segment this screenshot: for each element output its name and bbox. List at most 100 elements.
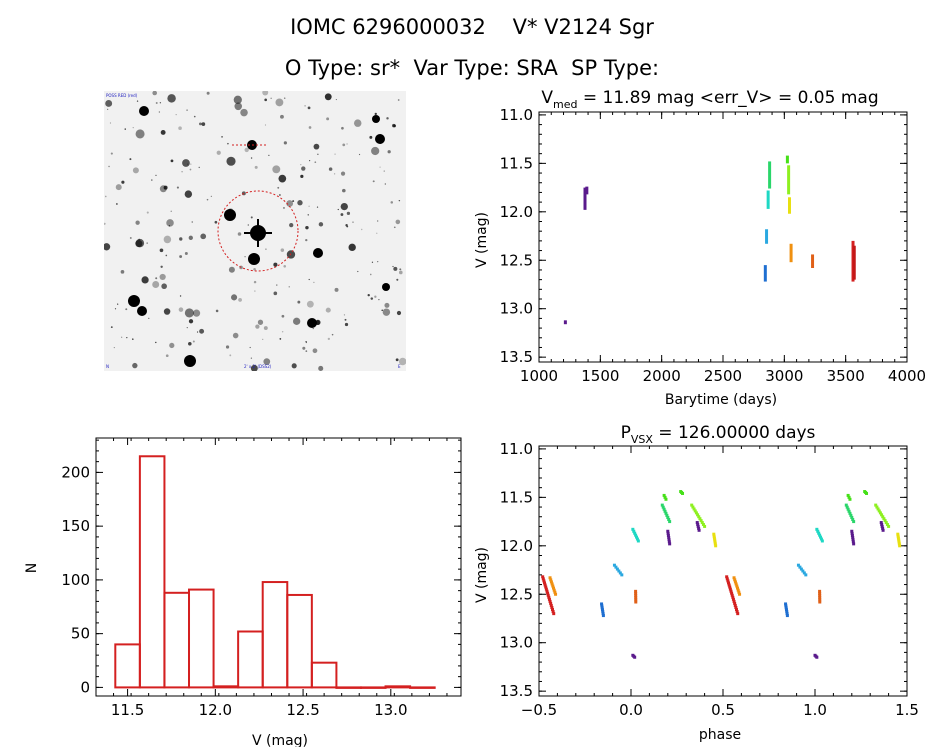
star — [200, 233, 207, 240]
phased-point — [818, 533, 822, 537]
phased-point — [554, 592, 558, 596]
histogram-bar — [188, 588, 215, 689]
lightcurve-xtick-label: 1000 — [520, 367, 558, 385]
star — [250, 216, 253, 219]
phased-point — [600, 602, 604, 606]
phased-point — [730, 593, 734, 597]
phased-point — [730, 591, 734, 595]
star — [105, 100, 113, 107]
phased-point — [631, 527, 635, 531]
phased-point — [681, 491, 685, 495]
phased-point — [729, 589, 733, 593]
star — [272, 165, 281, 174]
phased-point — [732, 599, 736, 603]
star — [305, 350, 308, 352]
star — [370, 297, 374, 300]
star — [108, 165, 110, 168]
phased-point — [728, 587, 732, 591]
phased-point — [612, 563, 616, 567]
phased-point — [849, 513, 853, 517]
star-field — [102, 89, 407, 372]
phased-point — [661, 505, 665, 509]
phased-point — [701, 522, 705, 526]
phased-point — [600, 606, 604, 610]
phased-point — [851, 538, 855, 542]
histogram-ylabel: N — [24, 563, 40, 573]
phased-point — [815, 655, 819, 659]
star — [163, 235, 172, 244]
star — [393, 226, 396, 229]
phased-point — [850, 529, 854, 533]
phased-point — [817, 531, 821, 535]
phased-point — [801, 569, 805, 573]
star — [317, 153, 319, 156]
star — [170, 210, 172, 212]
star — [301, 166, 306, 171]
star — [179, 295, 182, 297]
phased-point — [600, 604, 604, 608]
phased-point — [875, 505, 879, 509]
star — [286, 200, 294, 207]
star — [225, 345, 230, 349]
phased-point — [818, 589, 822, 593]
phased-point — [733, 603, 737, 607]
star — [314, 161, 317, 163]
phased-point — [549, 601, 553, 605]
star — [374, 112, 377, 116]
star — [186, 109, 188, 111]
phased-xtick-label: 0.5 — [711, 701, 735, 719]
phased-xtick-label: 1.5 — [895, 701, 919, 719]
histogram-xtick-label: 12.5 — [286, 701, 319, 719]
phased-point — [549, 578, 553, 582]
star — [387, 150, 391, 154]
lightcurve-title-sub: med — [553, 98, 577, 111]
histogram-bar — [261, 581, 289, 689]
star — [188, 319, 194, 324]
lightcurve-frame — [538, 111, 908, 363]
star — [234, 102, 242, 111]
phased-point — [617, 569, 621, 573]
phased-point — [696, 522, 700, 526]
star — [146, 211, 149, 214]
star — [334, 287, 339, 292]
star — [190, 163, 192, 165]
star — [308, 126, 312, 129]
star — [244, 256, 246, 258]
star — [233, 95, 242, 104]
histogram-bar — [384, 685, 412, 689]
phased-point — [880, 513, 884, 517]
phased-point — [660, 503, 664, 507]
phased-point — [542, 579, 546, 583]
star — [262, 89, 269, 96]
star-bright — [184, 355, 196, 367]
star — [120, 270, 125, 274]
star — [126, 337, 128, 339]
star — [305, 238, 308, 242]
phased-point — [732, 576, 736, 580]
phased-point — [784, 604, 788, 608]
histogram-bar — [138, 455, 166, 689]
phased-point — [551, 610, 555, 614]
phased-point — [851, 536, 855, 540]
phased-point — [552, 612, 556, 616]
phased-ytick-label: 13.0 — [500, 634, 533, 652]
phased-point — [714, 544, 718, 548]
star — [293, 317, 301, 325]
phased-point — [850, 515, 854, 519]
phased-point — [662, 493, 666, 497]
star — [307, 214, 309, 216]
object-title: IOMC 6296000032 V* V2124 Sgr — [290, 15, 654, 39]
histogram-chart: V (mag) N 11.5 12.0 12.5 13.0 0 50 100 150 200 — [24, 437, 462, 747]
star — [384, 183, 386, 185]
histogram-ytick-label: 100 — [61, 571, 90, 589]
star — [170, 159, 174, 163]
star — [132, 362, 138, 369]
phased-point — [819, 535, 823, 539]
star — [372, 180, 375, 183]
star — [283, 206, 285, 209]
star — [318, 222, 324, 227]
star — [179, 255, 183, 259]
phased-point — [552, 588, 556, 592]
star — [206, 91, 210, 95]
star — [176, 186, 179, 189]
